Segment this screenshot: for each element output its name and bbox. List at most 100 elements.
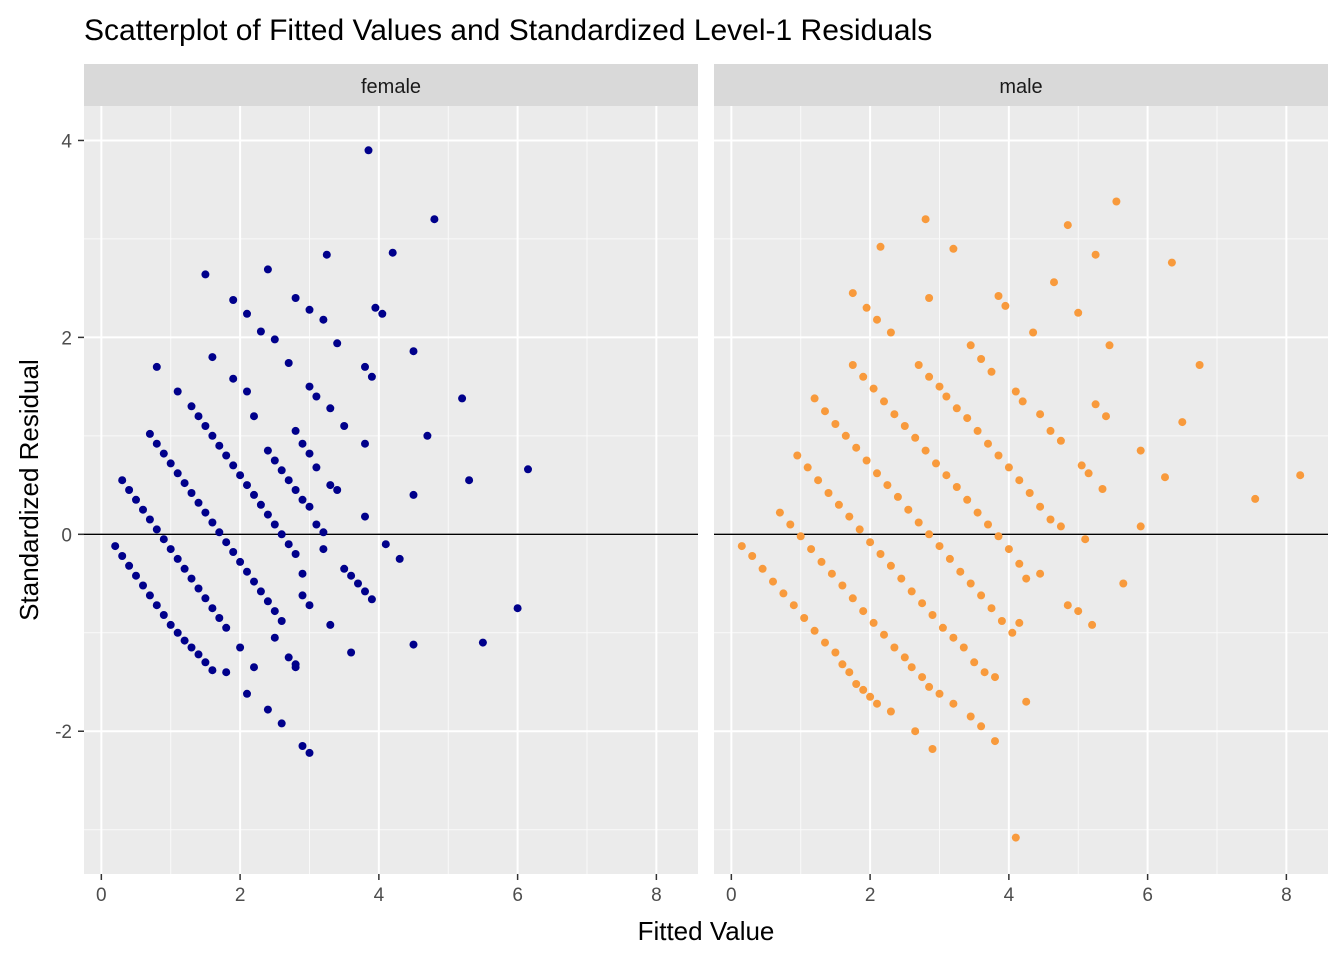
data-point xyxy=(1015,618,1024,627)
data-point xyxy=(977,591,986,600)
data-point xyxy=(291,426,300,435)
data-point xyxy=(215,441,224,450)
data-point xyxy=(789,601,798,610)
data-point xyxy=(817,557,826,566)
data-point xyxy=(277,466,286,475)
data-point xyxy=(305,601,314,610)
x-tick-label: 8 xyxy=(651,885,662,906)
data-point xyxy=(966,712,975,721)
panel-female: female xyxy=(84,64,698,874)
data-point xyxy=(256,327,265,336)
data-point xyxy=(243,309,251,318)
data-point xyxy=(208,353,217,362)
x-tick-label: 6 xyxy=(1142,885,1153,906)
data-point xyxy=(1046,515,1055,524)
data-point xyxy=(284,540,293,549)
data-point xyxy=(263,265,272,274)
data-point xyxy=(236,471,245,480)
data-point xyxy=(159,535,168,544)
data-point xyxy=(921,215,930,224)
data-point xyxy=(876,550,885,558)
data-point xyxy=(187,402,196,411)
data-point xyxy=(886,561,895,570)
data-point xyxy=(118,476,127,485)
data-point xyxy=(298,742,307,750)
data-point xyxy=(997,617,1006,625)
data-point xyxy=(807,545,816,554)
data-point xyxy=(243,689,251,698)
x-tick-label: 4 xyxy=(1004,885,1015,906)
data-point xyxy=(250,412,258,421)
data-point xyxy=(810,626,819,635)
data-point xyxy=(243,481,251,490)
data-point xyxy=(994,451,1003,460)
data-point xyxy=(1015,476,1024,485)
data-point xyxy=(1077,461,1086,470)
data-point xyxy=(959,643,968,652)
data-point xyxy=(125,486,134,494)
data-point xyxy=(900,422,909,430)
data-point xyxy=(364,146,373,155)
data-point xyxy=(326,404,335,413)
data-point xyxy=(1022,574,1031,583)
data-point xyxy=(305,502,314,511)
data-point xyxy=(758,564,767,573)
data-point xyxy=(312,463,321,472)
data-point xyxy=(911,727,920,736)
data-point xyxy=(1136,446,1145,455)
data-point xyxy=(949,244,958,253)
data-point xyxy=(904,505,913,514)
data-point xyxy=(987,604,996,613)
data-point xyxy=(1046,426,1055,435)
data-point xyxy=(270,335,279,344)
data-point xyxy=(111,542,120,551)
data-point xyxy=(524,465,532,474)
data-point xyxy=(786,520,795,529)
data-point xyxy=(194,412,203,421)
data-point xyxy=(907,587,916,596)
data-point xyxy=(395,554,404,563)
data-point xyxy=(305,449,314,458)
data-point xyxy=(984,520,992,529)
data-point xyxy=(118,552,127,560)
data-point xyxy=(928,745,937,753)
data-point xyxy=(848,361,857,369)
data-point xyxy=(173,387,182,396)
x-tick-label: 6 xyxy=(512,885,523,906)
data-point xyxy=(367,372,376,381)
data-point xyxy=(430,215,439,224)
data-point xyxy=(1251,494,1260,503)
data-point xyxy=(173,628,182,637)
data-point xyxy=(159,611,168,619)
data-point xyxy=(800,614,809,622)
data-point xyxy=(159,449,168,458)
data-point xyxy=(1084,469,1093,478)
data-point xyxy=(925,372,934,381)
data-point xyxy=(1004,463,1013,472)
data-point xyxy=(928,611,937,619)
data-point xyxy=(277,617,286,625)
y-tick-label: 0 xyxy=(61,525,72,546)
data-point xyxy=(270,456,279,465)
data-point xyxy=(1296,471,1305,480)
data-point xyxy=(921,446,930,455)
data-point xyxy=(367,595,376,604)
data-point xyxy=(215,528,224,537)
data-point xyxy=(298,569,307,578)
x-tick-label: 0 xyxy=(96,885,107,906)
data-point xyxy=(949,633,958,642)
data-point xyxy=(371,303,380,312)
x-axis-male: 0 2 4 6 8 xyxy=(726,874,1292,906)
data-point xyxy=(173,469,182,478)
data-point xyxy=(977,722,986,731)
data-point xyxy=(914,518,923,527)
data-point xyxy=(869,384,878,393)
data-point xyxy=(956,567,965,576)
data-point xyxy=(1091,250,1100,259)
data-point xyxy=(236,557,245,566)
data-point xyxy=(180,636,189,645)
data-point xyxy=(925,530,934,539)
data-point xyxy=(381,540,390,549)
data-point xyxy=(409,347,418,356)
